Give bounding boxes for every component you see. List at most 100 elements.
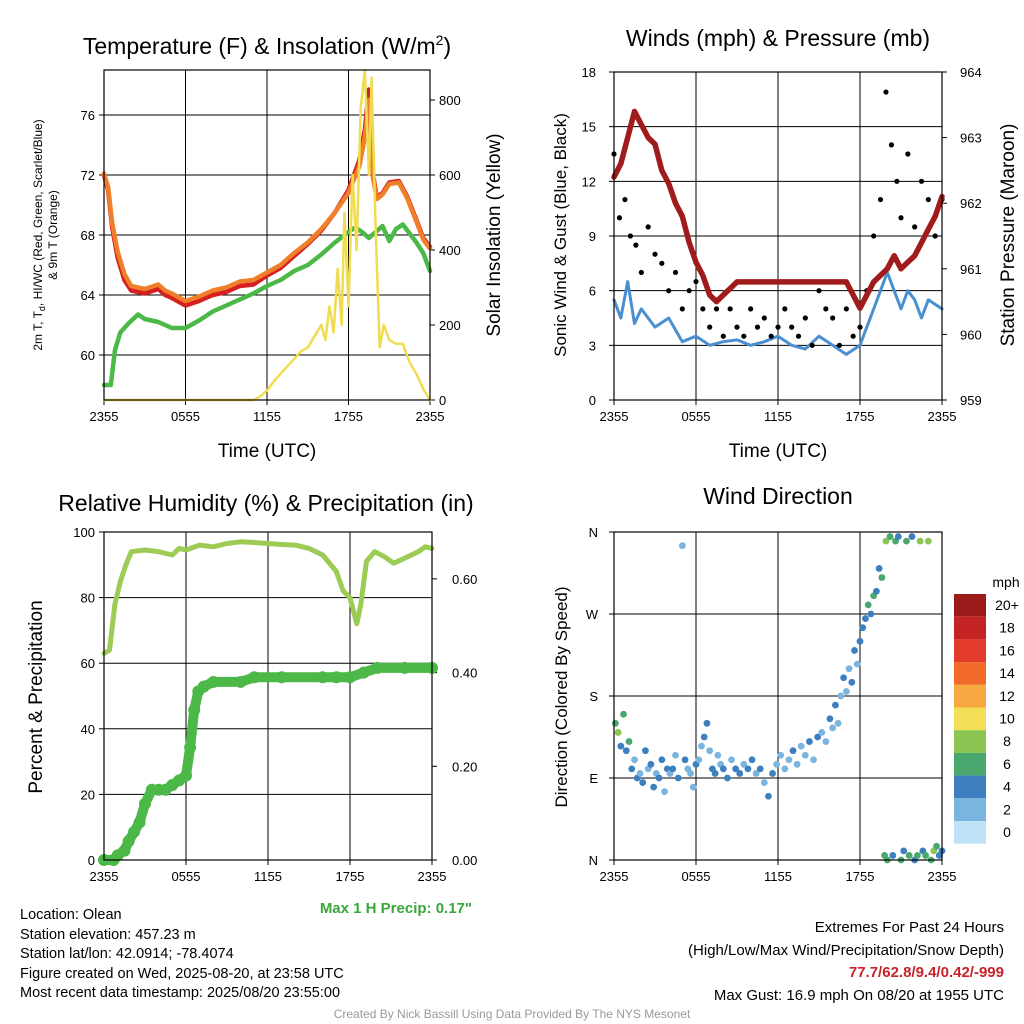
panel-winds-xlabel: Time (UTC): [729, 441, 828, 462]
temp-tick-label-y-right: 0: [439, 393, 446, 408]
dir-point: [647, 760, 655, 768]
dir-frame: [613, 531, 943, 861]
dir-tick-label-x: 1755: [846, 869, 875, 884]
legend-label: 8: [1003, 733, 1011, 749]
plot-area-humidity: 2355 0555 1155 1755 23550204060801000.000.20…: [73, 525, 477, 884]
panel-temperature-ylabel-right: Solar Insolation (Yellow): [484, 133, 505, 336]
temp-frame: [103, 69, 431, 401]
wind-gust-point: [700, 306, 706, 312]
dir-point: [765, 792, 772, 800]
dir-point: [806, 738, 813, 745]
dir-point: [781, 765, 789, 773]
temp-tick-label-y-left: 68: [81, 228, 95, 243]
dir-point: [744, 765, 752, 773]
wind-gust-point: [912, 224, 918, 230]
dir-point: [700, 733, 708, 741]
dir-point: [889, 852, 897, 859]
temp-series-insolation: [102, 68, 432, 402]
dir-point: [922, 852, 929, 859]
rh-precip-point: [118, 844, 131, 857]
rh-tick-label-y-left: 80: [81, 591, 95, 606]
dir-point: [672, 751, 679, 759]
temp-tick-label-y-left: 60: [81, 348, 95, 363]
rh-precip-point: [180, 769, 192, 782]
dir-point: [711, 770, 719, 777]
figure-created: Figure created on Wed, 2025-08-20, at 23…: [20, 965, 344, 982]
wind-gust-point: [666, 288, 672, 294]
rh-precip-point: [188, 704, 201, 717]
plot-area-winds: 2355 0555 1155 1755 2355 0 3 6 9 12 15 18 959 960 961 9…: [582, 65, 982, 424]
rh-precip-point: [133, 816, 146, 829]
dir-point: [832, 701, 839, 709]
panel-temperature: Temperature (F) & Insolation (W/m2) 2355…: [31, 32, 505, 462]
wind-frame: [613, 71, 943, 401]
legend-swatch: [954, 662, 986, 685]
wind-tick-label-y-right: 960: [960, 327, 982, 342]
legend-label: 10: [999, 711, 1015, 727]
wind-gust-point: [720, 333, 726, 339]
station-info: Location: Olean Station elevation: 457.2…: [20, 906, 344, 1004]
rh-tick-label-y-right: 0.00: [452, 853, 477, 868]
dir-point: [658, 756, 666, 764]
wind-gust-point: [802, 315, 808, 321]
wind-gust-point: [741, 333, 747, 339]
dir-point: [853, 660, 861, 668]
legend-label: 6: [1003, 756, 1011, 772]
rh-tick-label-y-left: 40: [81, 722, 95, 737]
dir-point: [740, 760, 748, 768]
panel-temperature-title: Temperature (F) & Insolation (W/m2): [83, 32, 451, 59]
dir-point: [622, 747, 630, 755]
dir-point: [886, 533, 894, 540]
wind-series-pressure: [611, 108, 945, 311]
panel-direction-ylabel-left: Direction (Colored By Speed): [552, 586, 571, 807]
dir-point: [678, 542, 686, 550]
dir-point: [903, 537, 910, 545]
dir-point: [867, 610, 875, 618]
rh-series-humidity: [101, 539, 435, 656]
dir-tick-label-y: S: [589, 689, 598, 704]
temp-tick-label-y-right: 200: [439, 318, 461, 333]
rh-tick-label-y-left: 60: [81, 656, 95, 671]
extremes-values: 77.7/62.8/9.4/0.42/-999: [848, 964, 1004, 981]
precip-annotation: Max 1 H Precip: 0.17": [320, 900, 472, 917]
dir-point: [628, 765, 636, 773]
legend-swatch: [954, 707, 986, 731]
dir-point: [840, 674, 847, 682]
wind-tick-label-x: 2355: [928, 409, 957, 424]
dir-point: [894, 533, 902, 540]
dir-point: [620, 710, 627, 718]
dir-point: [777, 751, 785, 759]
rh-tick-label-x: 2355: [418, 869, 447, 884]
legend-label: 14: [999, 665, 1015, 681]
wind-gust-point: [748, 306, 754, 312]
temp-tick-label-y-right: 800: [439, 93, 461, 108]
recent-data-timestamp: Most recent data timestamp: 2025/08/20 2…: [20, 985, 341, 1002]
wind-gust-point: [713, 306, 720, 312]
rh-tick-label-y-left: 20: [81, 787, 95, 802]
wind-tick-label-y-left: 15: [582, 120, 596, 135]
dir-point: [650, 783, 658, 791]
temp-series-dewpoint: [101, 222, 433, 388]
rh-precip-point: [248, 671, 261, 684]
wind-tick-label-y-left: 0: [589, 393, 596, 408]
dir-point: [719, 765, 727, 773]
dir-point: [687, 770, 694, 777]
rh-precip-point: [122, 835, 135, 848]
legend-label: 18: [999, 620, 1015, 636]
panel-winds-ylabel-left: Sonic Wind & Gust (Blue, Black): [551, 113, 570, 357]
panel-direction-title: Wind Direction: [703, 483, 853, 509]
extremes-subtitle: (High/Low/Max Wind/Precipitation/Snow De…: [688, 941, 1004, 959]
dir-point: [669, 765, 677, 773]
wind-gust-point: [734, 324, 740, 330]
rh-precip-point: [234, 675, 247, 688]
dir-point: [674, 774, 682, 782]
wind-gust-point: [679, 306, 685, 312]
dir-point: [814, 733, 822, 741]
dir-point: [882, 537, 890, 545]
rh-tick-label-y-left: 100: [73, 525, 95, 540]
rh-tick-label-y-left: 0: [88, 853, 95, 868]
rh-frame: [103, 531, 433, 861]
wind-tick-label-x: 1155: [764, 409, 792, 424]
wind-gust-point: [627, 233, 634, 239]
